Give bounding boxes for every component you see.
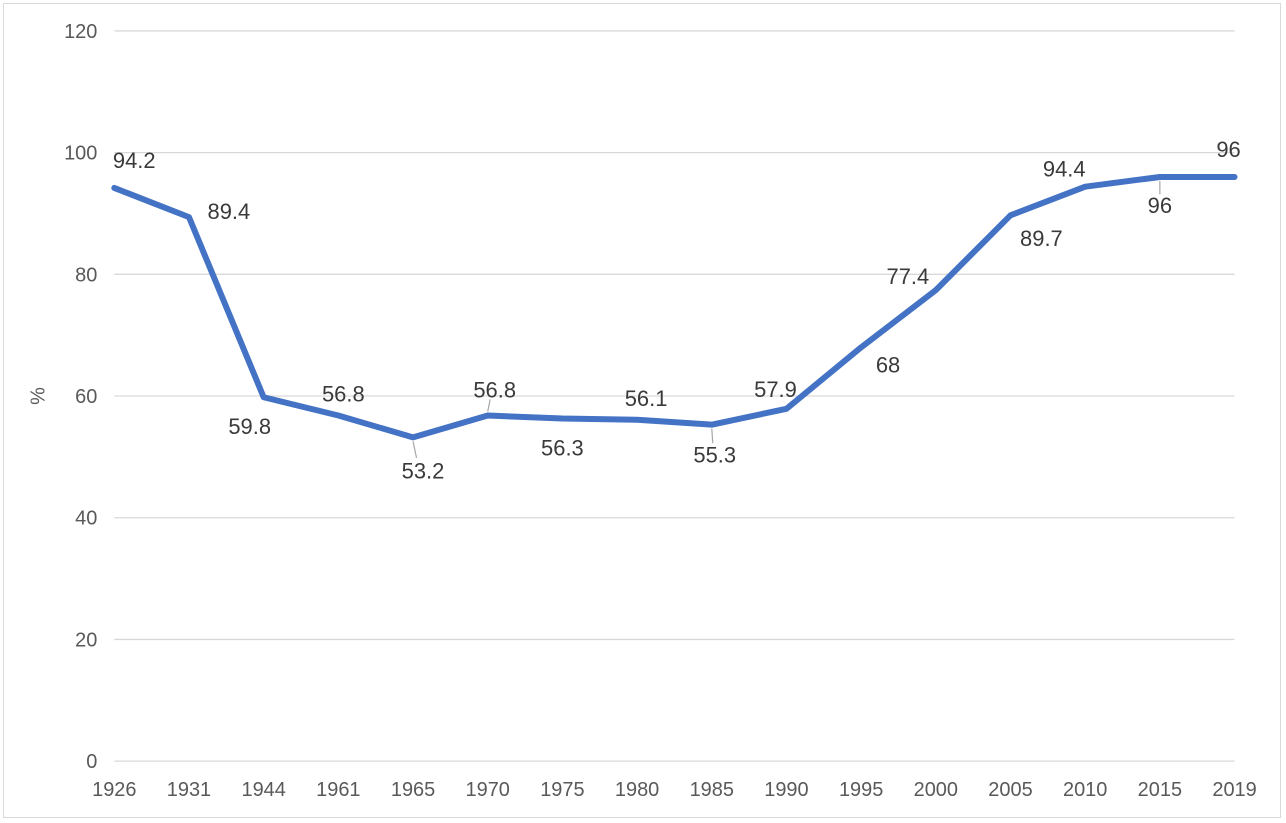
x-tick-label: 1926 bbox=[92, 779, 136, 801]
y-tick-label: 100 bbox=[64, 143, 97, 165]
y-tick-label: 120 bbox=[64, 21, 97, 43]
data-series-line bbox=[111, 173, 1238, 441]
data-label: 56.8 bbox=[322, 382, 365, 407]
x-tick-label: 2000 bbox=[914, 779, 958, 801]
y-tick-label: 20 bbox=[75, 629, 97, 651]
x-tick-label: 1995 bbox=[839, 779, 883, 801]
x-tick-label: 2015 bbox=[1138, 779, 1182, 801]
data-label-leader-line bbox=[412, 441, 418, 458]
data-label: 89.4 bbox=[208, 199, 251, 224]
x-tick-label: 2019 bbox=[1212, 779, 1256, 801]
x-tick-label: 2005 bbox=[988, 779, 1032, 801]
data-label: 55.3 bbox=[693, 443, 736, 468]
x-tick-label: 2010 bbox=[1063, 779, 1107, 801]
x-tick-label: 1961 bbox=[316, 779, 360, 801]
data-label: 53.2 bbox=[402, 458, 445, 483]
data-label: 89.7 bbox=[1020, 226, 1063, 251]
y-tick-label: 80 bbox=[75, 264, 97, 286]
x-tick-label: 1980 bbox=[615, 779, 659, 801]
y-tick-label: 40 bbox=[75, 508, 97, 530]
data-label: 56.1 bbox=[625, 386, 668, 411]
data-label: 96 bbox=[1216, 137, 1240, 162]
x-tick-label: 1931 bbox=[167, 779, 211, 801]
chart-canvas: 0 20 40 60 80 100 120% 1926 1931 1944 1961 1965 1970… bbox=[27, 21, 1256, 801]
data-label: 59.8 bbox=[228, 414, 271, 439]
x-tick-label: 1990 bbox=[764, 779, 808, 801]
data-label: 94.4 bbox=[1043, 157, 1086, 182]
data-label-leader-line bbox=[711, 428, 714, 444]
y-axis-title: % bbox=[27, 387, 49, 405]
data-label: 96 bbox=[1148, 193, 1172, 218]
data-label: 57.9 bbox=[754, 377, 797, 402]
x-tick-label: 1985 bbox=[690, 779, 734, 801]
x-tick-label: 1975 bbox=[540, 779, 584, 801]
data-label: 68 bbox=[876, 352, 900, 377]
data-label-leader-line bbox=[487, 399, 491, 412]
data-label: 56.3 bbox=[541, 435, 584, 460]
data-label: 94.2 bbox=[113, 148, 156, 173]
y-tick-label: 60 bbox=[75, 386, 97, 408]
data-label: 77.4 bbox=[887, 264, 930, 289]
x-tick-label: 1965 bbox=[391, 779, 435, 801]
x-tick-label: 1970 bbox=[466, 779, 510, 801]
x-tick-label: 1944 bbox=[241, 779, 285, 801]
line-chart: 0 20 40 60 80 100 120% 1926 1931 1944 1961 1965 1970… bbox=[3, 3, 1281, 818]
data-label: 56.8 bbox=[473, 378, 516, 403]
y-tick-label: 0 bbox=[86, 751, 97, 773]
